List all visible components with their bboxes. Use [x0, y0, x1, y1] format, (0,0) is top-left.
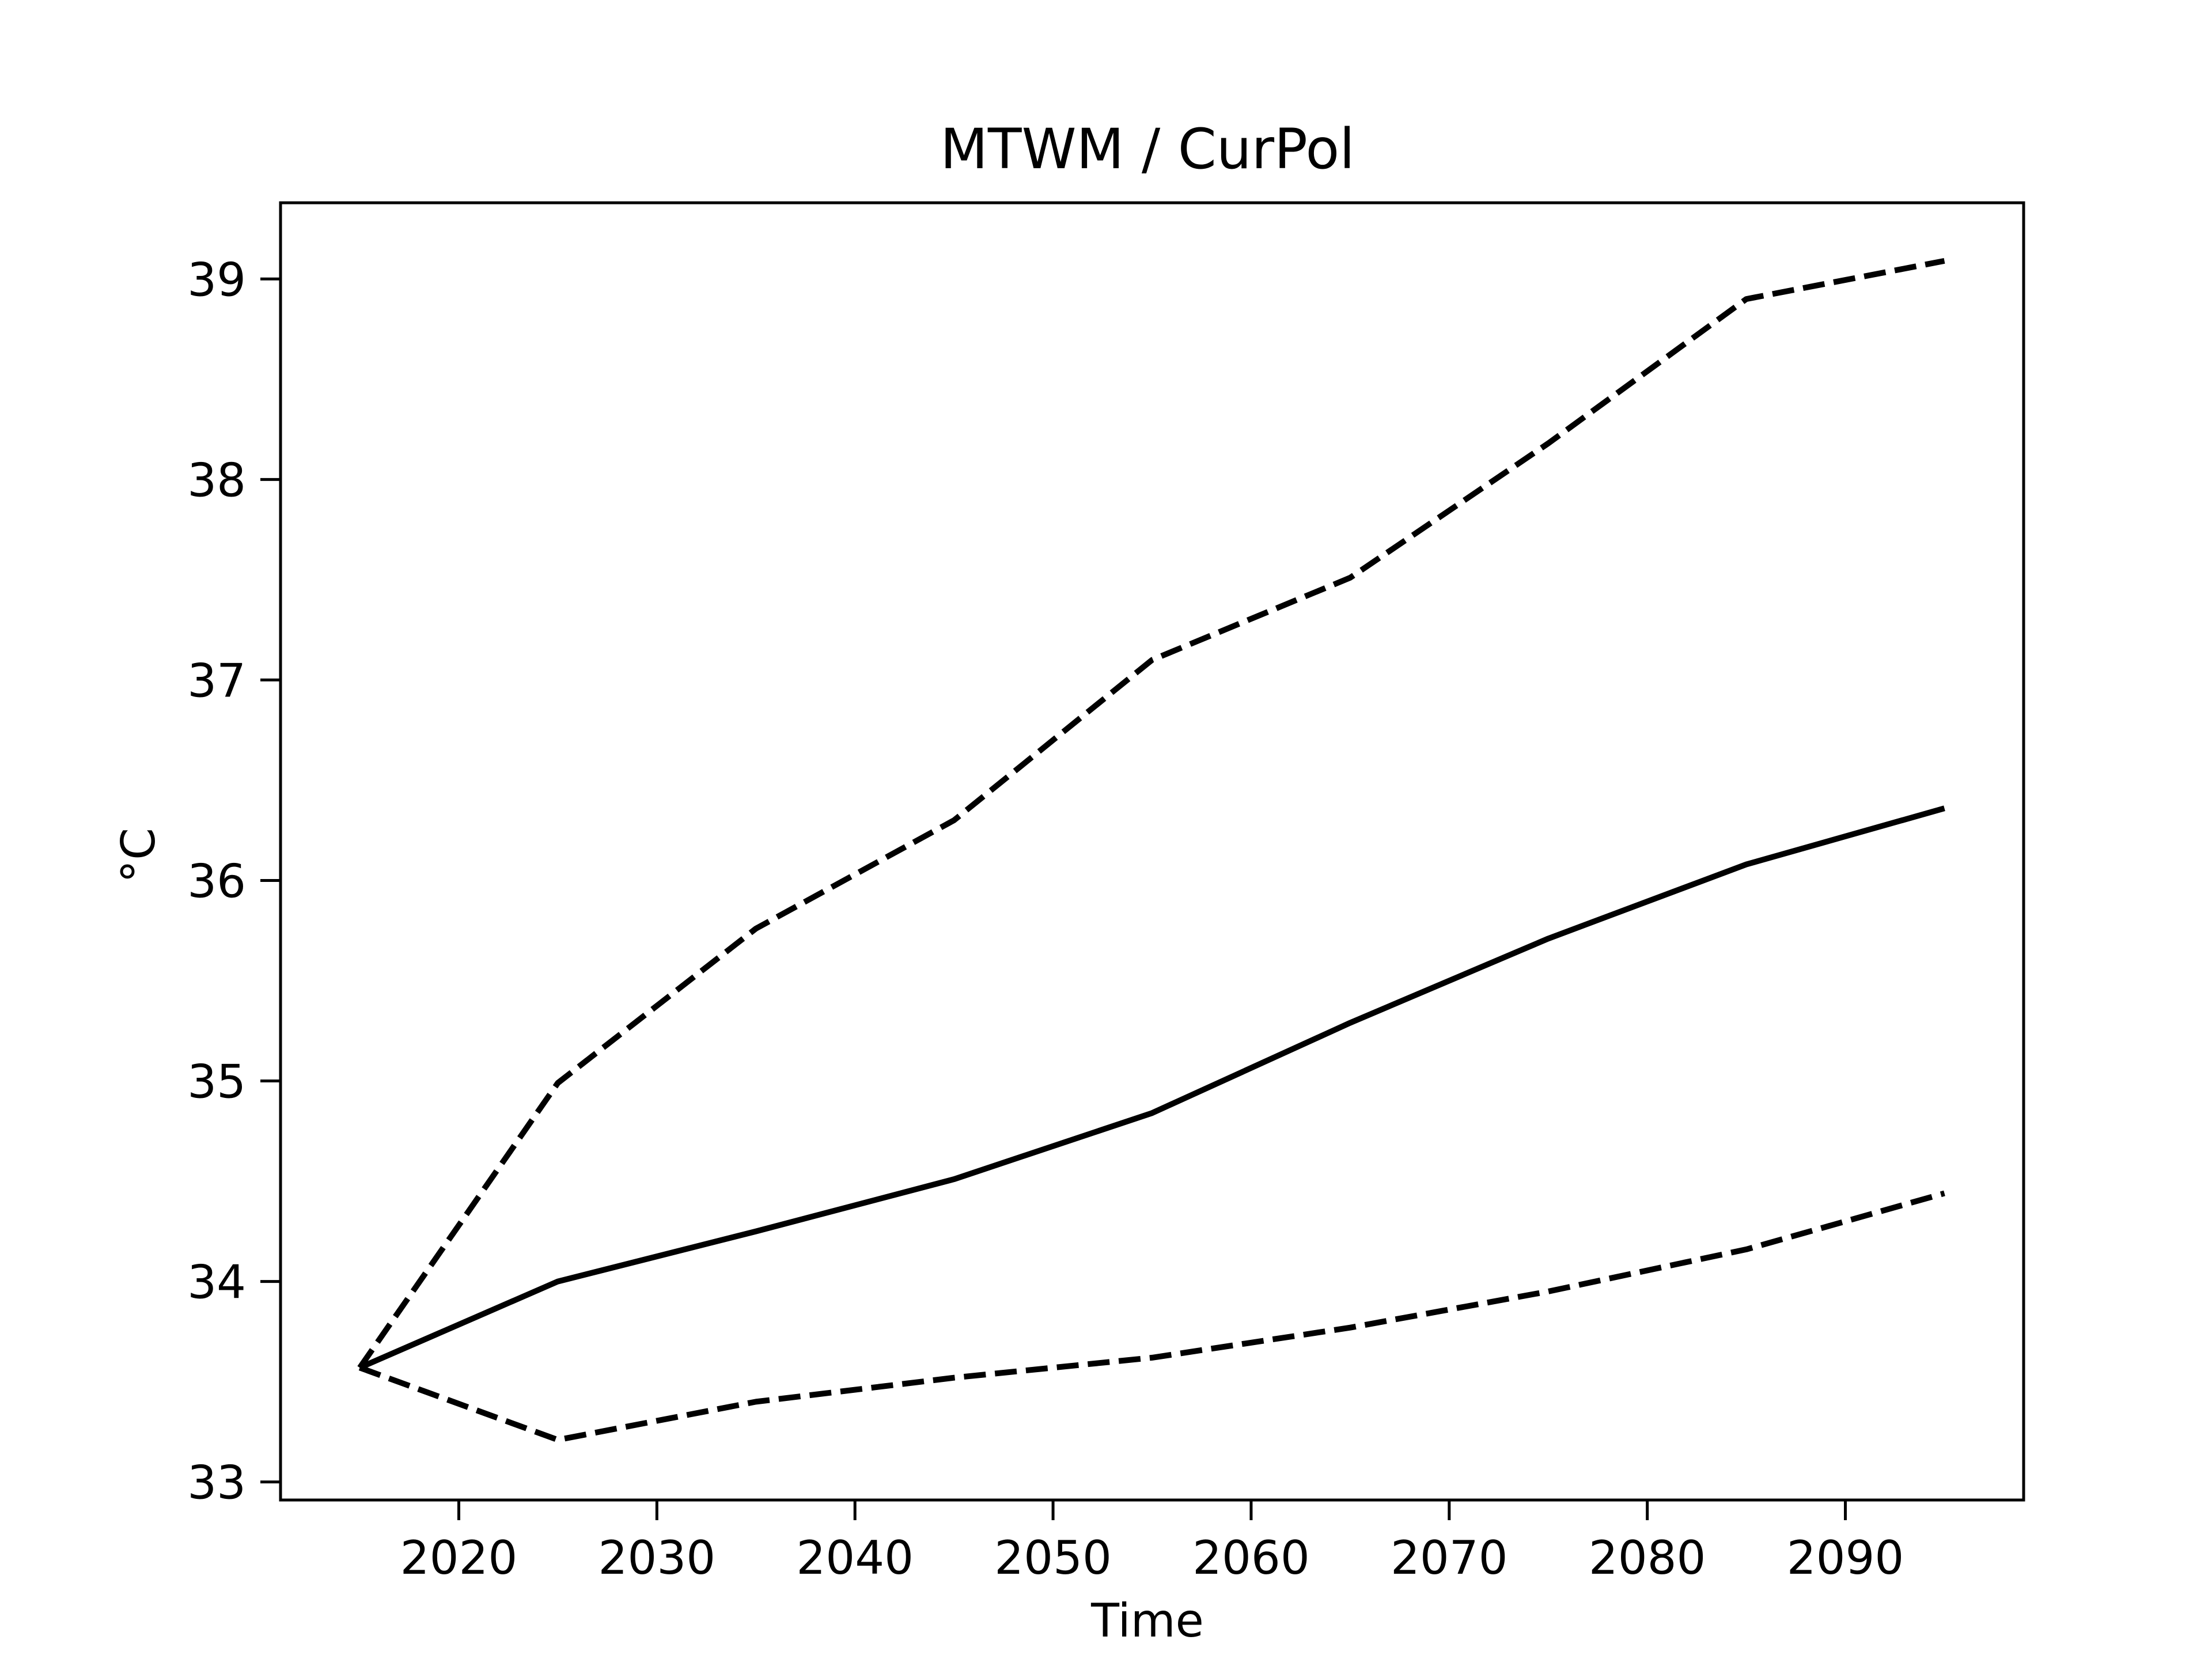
- x-tick-label: 2020: [400, 1531, 518, 1585]
- x-tick-label: 2060: [1192, 1531, 1310, 1585]
- y-axis-label: °C: [112, 828, 165, 883]
- plot-area: [281, 203, 2024, 1500]
- x-tick-label: 2050: [994, 1531, 1112, 1585]
- y-tick-label: 35: [187, 1055, 246, 1109]
- series-line-1: [358, 805, 1945, 1370]
- y-tick-label: 34: [187, 1256, 246, 1309]
- x-tick-label: 2080: [1589, 1531, 1706, 1585]
- series-line-3: [358, 1190, 1945, 1443]
- plot-background: [281, 203, 2024, 1500]
- x-tick-label: 2030: [599, 1531, 716, 1585]
- y-axis-ticks: 33 34 35 36 37 38 39: [187, 253, 281, 1510]
- y-tick-label: 39: [187, 253, 246, 306]
- series-line-2: [357, 257, 1945, 1370]
- x-tick-label: 2040: [796, 1531, 914, 1585]
- y-tick-label: 36: [187, 854, 246, 908]
- y-tick-label: 38: [187, 453, 246, 507]
- x-axis-label: Time: [1090, 1594, 1204, 1647]
- x-tick-label: 2070: [1391, 1531, 1508, 1585]
- plot-frame: [279, 201, 2025, 1502]
- y-tick-label: 33: [187, 1456, 246, 1510]
- x-axis-ticks: 2020 2030 2040 2050 2060 2070 2080 2090: [400, 1500, 1904, 1585]
- x-tick-label: 2090: [1787, 1531, 1904, 1585]
- chart-title: MTWM / CurPol: [940, 117, 1355, 181]
- series-layer: [357, 257, 1945, 1443]
- y-tick-label: 37: [187, 654, 246, 707]
